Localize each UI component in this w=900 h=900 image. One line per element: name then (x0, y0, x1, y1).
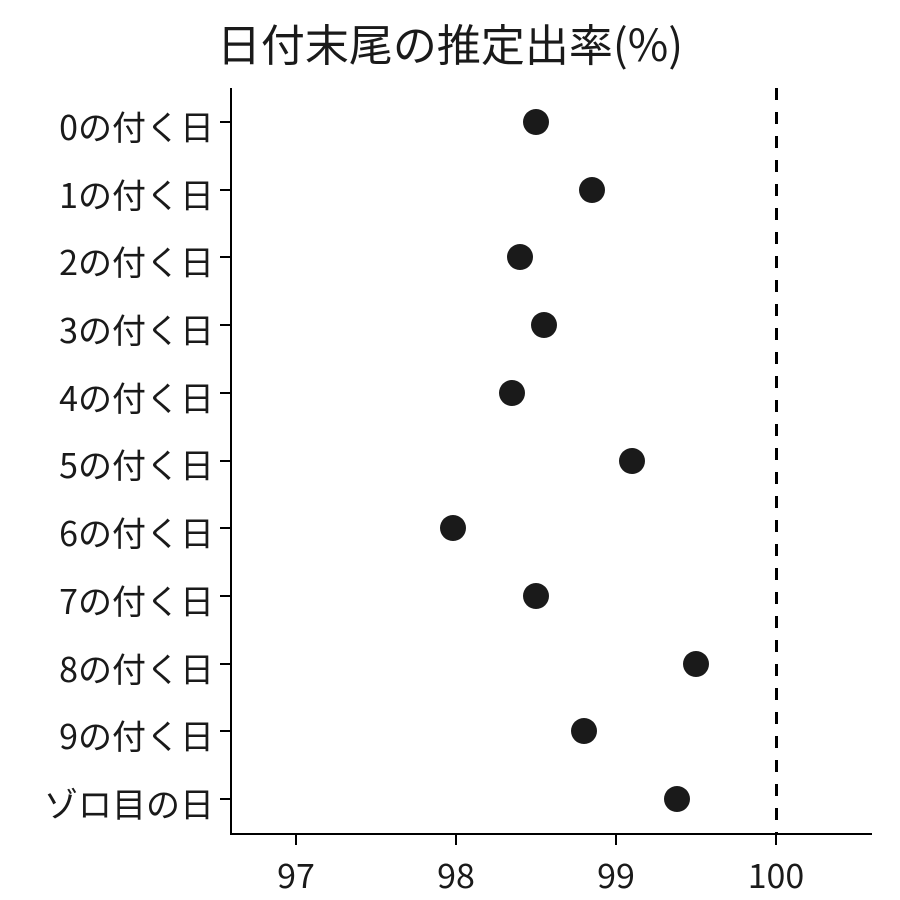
y-category-label: 5の付く日 (4, 439, 214, 488)
y-tick (220, 595, 230, 597)
x-tick (775, 835, 777, 845)
y-category-label: 9の付く日 (4, 710, 214, 759)
y-tick (220, 392, 230, 394)
y-category-label: 1の付く日 (4, 169, 214, 218)
y-tick (220, 798, 230, 800)
x-tick-label: 99 (597, 849, 635, 898)
y-tick (220, 460, 230, 462)
y-tick (220, 663, 230, 665)
reference-line (775, 88, 778, 833)
data-point (571, 718, 597, 744)
y-category-label: 6の付く日 (4, 507, 214, 556)
x-tick-label: 98 (437, 849, 475, 898)
y-tick (220, 256, 230, 258)
data-point (440, 515, 466, 541)
y-category-label: 8の付く日 (4, 643, 214, 692)
y-tick (220, 527, 230, 529)
data-point (579, 177, 605, 203)
y-category-label: 2の付く日 (4, 236, 214, 285)
data-point (523, 109, 549, 135)
y-tick (220, 324, 230, 326)
data-point (523, 583, 549, 609)
data-point (619, 448, 645, 474)
y-tick (220, 121, 230, 123)
y-category-label: 3の付く日 (4, 304, 214, 353)
chart-title: 日付末尾の推定出率(%) (0, 10, 900, 74)
y-category-label: 0の付く日 (4, 101, 214, 150)
data-point (664, 786, 690, 812)
data-point (531, 312, 557, 338)
x-tick (455, 835, 457, 845)
y-category-label: ゾロ目の日 (4, 778, 214, 827)
x-tick-label: 97 (277, 849, 315, 898)
y-category-label: 7の付く日 (4, 575, 214, 624)
chart-container: 日付末尾の推定出率(%) 0の付く日 1の付く日 2の付く日 3の付く日 4の付く日 5の付… (0, 0, 900, 900)
y-tick (220, 189, 230, 191)
y-axis-line (230, 88, 232, 833)
y-category-label: 4の付く日 (4, 372, 214, 421)
data-point (683, 651, 709, 677)
x-tick-label: 100 (748, 849, 805, 898)
data-point (499, 380, 525, 406)
x-tick (615, 835, 617, 845)
data-point (507, 244, 533, 270)
y-tick (220, 730, 230, 732)
x-tick (295, 835, 297, 845)
